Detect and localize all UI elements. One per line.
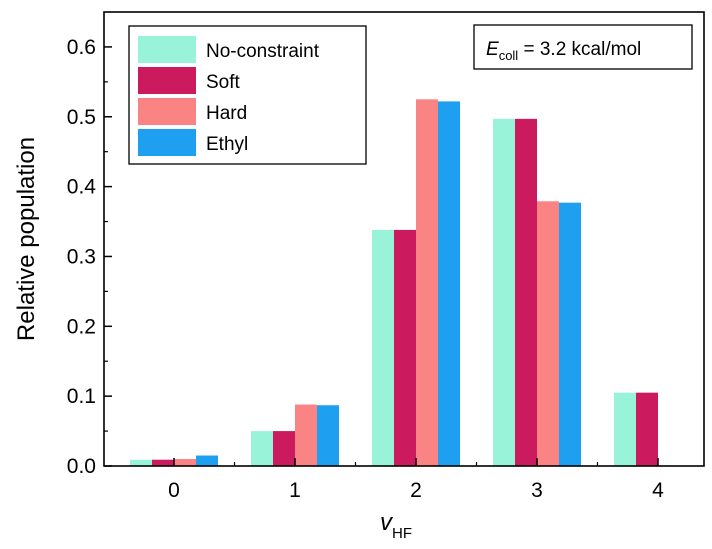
x-axis-title: vHF — [380, 509, 412, 542]
legend-label: No-constraint — [206, 41, 320, 62]
axes-layer: 0.0 0.1 0.2 0.3 0.4 0.5 0.6 0 1 2 3 4 — [67, 36, 664, 502]
bar-soft-3 — [515, 118, 537, 466]
x-axis-title-symbol: v — [380, 509, 394, 536]
bar-soft-0 — [152, 459, 174, 466]
bar-hard-0 — [174, 459, 196, 466]
x-tick-label: 0 — [168, 479, 180, 502]
legend-items: No-constraint Soft Hard Ethyl — [138, 36, 320, 156]
bar-ethyl-1 — [317, 405, 339, 466]
y-tick-label: 0.2 — [67, 315, 96, 338]
y-tick-label: 0.6 — [67, 36, 96, 59]
legend-swatch — [138, 98, 196, 125]
x-axis-title-subscript: HF — [392, 525, 412, 542]
annotation-frame — [473, 24, 693, 70]
plot-frame — [103, 11, 705, 467]
bar-soft-4 — [636, 392, 658, 466]
legend-swatch — [138, 67, 196, 94]
legend: No-constraint Soft Hard Ethyl — [128, 25, 367, 165]
legend-swatch — [138, 129, 196, 156]
bar-hard-2 — [416, 99, 438, 467]
bar-no-constraint-1 — [251, 431, 273, 466]
bar-no-constraint-2 — [372, 229, 394, 466]
x-tick-label: 3 — [531, 479, 543, 502]
annotation-box: Ecoll = 3.2 kcal/mol — [473, 24, 693, 70]
bar-no-constraint-0 — [130, 459, 152, 466]
bar-soft-2 — [394, 229, 416, 466]
bar-no-constraint-3 — [493, 118, 515, 466]
y-tick-label: 0.4 — [67, 176, 97, 199]
bars-layer — [130, 99, 658, 467]
x-tick-label: 2 — [410, 479, 422, 502]
annotation-text: Ecoll = 3.2 kcal/mol — [486, 39, 641, 63]
y-tick-label: 0.1 — [67, 385, 96, 408]
legend-label: Soft — [206, 72, 241, 93]
bar-hard-3 — [537, 201, 559, 466]
y-tick-label: 0.3 — [67, 245, 96, 268]
bar-ethyl-3 — [559, 202, 581, 466]
y-tick-label: 0.0 — [67, 455, 96, 478]
x-tick-label: 1 — [289, 479, 301, 502]
legend-label: Hard — [206, 103, 247, 124]
y-tick-label: 0.5 — [67, 106, 96, 129]
bar-ethyl-0 — [196, 455, 218, 466]
x-tick-label: 4 — [652, 479, 664, 502]
annotation-symbol: E — [486, 39, 499, 60]
legend-label: Ethyl — [206, 134, 248, 155]
bar-ethyl-2 — [438, 101, 460, 466]
legend-swatch — [138, 36, 196, 63]
bar-no-constraint-4 — [614, 392, 636, 466]
y-axis-title: Relative population — [13, 137, 40, 341]
annotation-subscript: coll — [499, 48, 519, 63]
annotation-value: = 3.2 kcal/mol — [518, 39, 641, 60]
bar-hard-1 — [295, 404, 317, 466]
bar-soft-1 — [273, 431, 295, 466]
